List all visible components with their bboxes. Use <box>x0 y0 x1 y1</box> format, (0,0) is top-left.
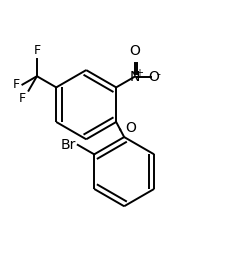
Text: -: - <box>156 69 160 79</box>
Text: O: O <box>128 44 139 58</box>
Text: +: + <box>135 68 143 78</box>
Text: F: F <box>19 92 26 105</box>
Text: O: O <box>147 70 158 84</box>
Text: F: F <box>33 44 40 57</box>
Text: N: N <box>129 70 139 84</box>
Text: Br: Br <box>60 138 75 152</box>
Text: O: O <box>125 121 136 135</box>
Text: F: F <box>13 78 20 91</box>
